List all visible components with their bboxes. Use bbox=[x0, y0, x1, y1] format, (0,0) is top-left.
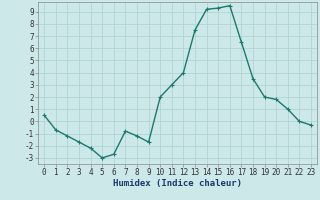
X-axis label: Humidex (Indice chaleur): Humidex (Indice chaleur) bbox=[113, 179, 242, 188]
